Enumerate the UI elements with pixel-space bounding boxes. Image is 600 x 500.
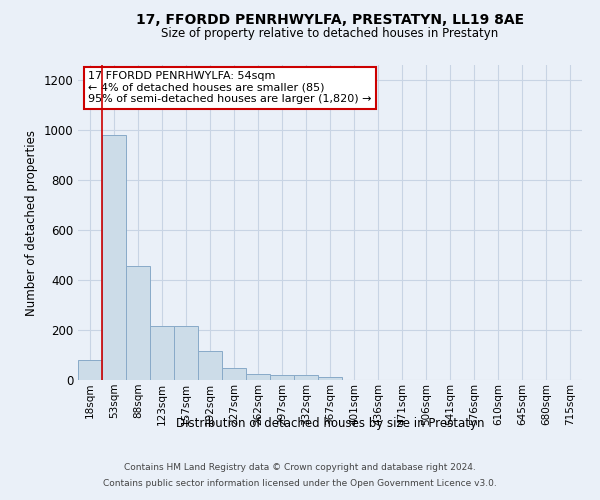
- Bar: [246, 374, 270, 380]
- Bar: [126, 266, 150, 380]
- Text: Size of property relative to detached houses in Prestatyn: Size of property relative to detached ho…: [161, 28, 499, 40]
- Y-axis label: Number of detached properties: Number of detached properties: [25, 130, 38, 316]
- Bar: [150, 326, 174, 380]
- Bar: [318, 377, 342, 380]
- Bar: [222, 368, 246, 380]
- Text: Contains HM Land Registry data © Crown copyright and database right 2024.: Contains HM Land Registry data © Crown c…: [124, 464, 476, 472]
- Text: 17, FFORDD PENRHWYLFA, PRESTATYN, LL19 8AE: 17, FFORDD PENRHWYLFA, PRESTATYN, LL19 8…: [136, 12, 524, 26]
- Bar: [78, 360, 102, 380]
- Text: Contains public sector information licensed under the Open Government Licence v3: Contains public sector information licen…: [103, 478, 497, 488]
- Bar: [294, 375, 318, 380]
- Bar: [198, 351, 222, 380]
- Bar: [102, 135, 126, 380]
- Bar: [270, 374, 294, 380]
- Text: Distribution of detached houses by size in Prestatyn: Distribution of detached houses by size …: [176, 418, 484, 430]
- Bar: [174, 326, 198, 380]
- Text: 17 FFORDD PENRHWYLFA: 54sqm
← 4% of detached houses are smaller (85)
95% of semi: 17 FFORDD PENRHWYLFA: 54sqm ← 4% of deta…: [88, 72, 371, 104]
